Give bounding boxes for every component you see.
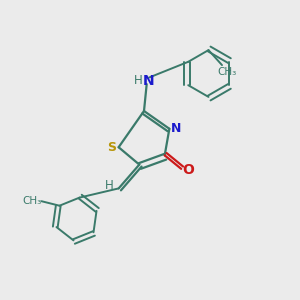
Text: N: N (171, 122, 181, 135)
Text: CH₃: CH₃ (22, 196, 41, 206)
Text: O: O (182, 164, 194, 177)
Text: H: H (134, 74, 143, 87)
Text: N: N (142, 74, 154, 88)
Text: S: S (107, 141, 116, 154)
Text: CH₃: CH₃ (217, 67, 236, 77)
Text: H: H (105, 179, 113, 192)
